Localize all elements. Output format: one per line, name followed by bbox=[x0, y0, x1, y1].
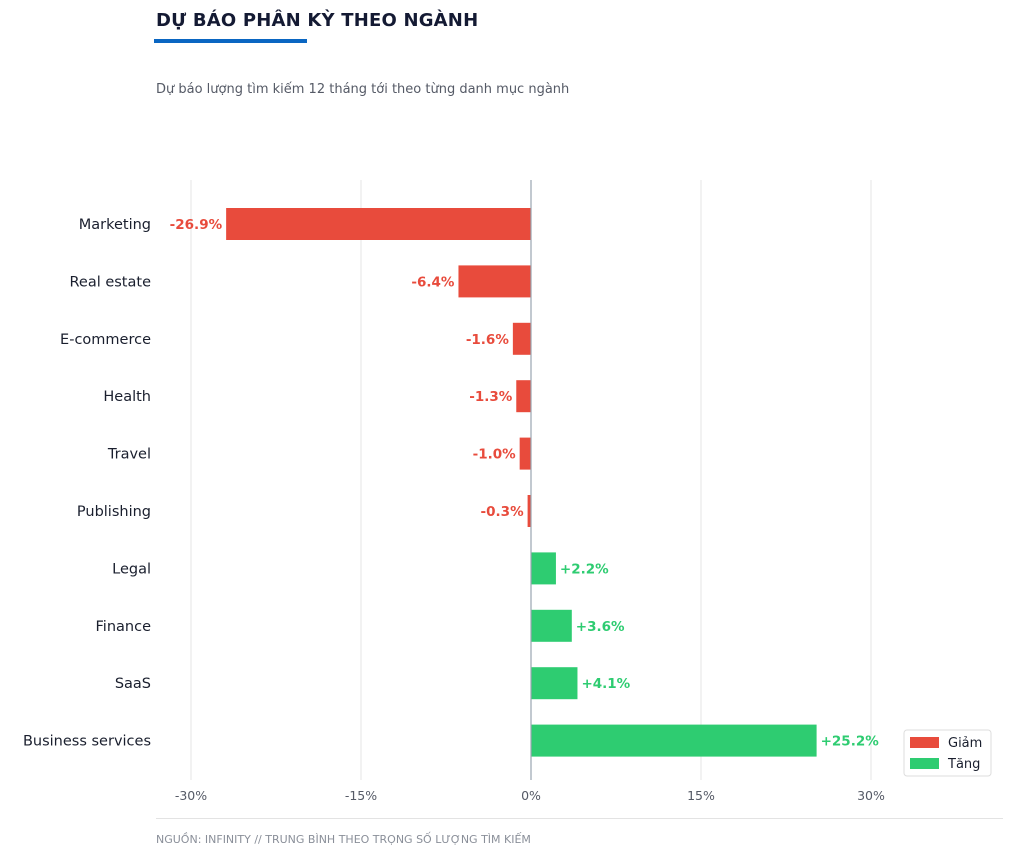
x-tick-label: 0% bbox=[521, 788, 541, 803]
footer-divider bbox=[156, 818, 1003, 819]
category-label: Travel bbox=[107, 447, 151, 463]
bar-publishing bbox=[527, 495, 531, 527]
category-label: SaaS bbox=[115, 676, 151, 692]
grid-lines bbox=[190, 180, 872, 780]
legend-swatch-t-ng bbox=[910, 758, 939, 769]
legend-swatch-gi-m bbox=[910, 737, 939, 748]
bar-business-services bbox=[531, 724, 817, 757]
category-label: Health bbox=[103, 389, 151, 405]
x-tick-label: -30% bbox=[175, 788, 207, 803]
category-label: Finance bbox=[96, 619, 152, 635]
x-tick-label: 30% bbox=[857, 788, 885, 803]
category-label: Legal bbox=[112, 561, 151, 577]
legend: Giảm Tăng bbox=[903, 729, 992, 777]
legend-label: Giảm bbox=[948, 736, 982, 751]
data-label: +3.6% bbox=[576, 619, 625, 635]
data-label: -6.4% bbox=[411, 274, 455, 290]
category-label: Real estate bbox=[69, 274, 151, 290]
title-underline bbox=[154, 39, 307, 43]
bar-real-estate bbox=[458, 265, 531, 298]
data-label: -1.6% bbox=[466, 332, 510, 348]
category-label: Business services bbox=[23, 734, 151, 750]
data-label: +25.2% bbox=[821, 734, 880, 750]
data-label: -26.9% bbox=[170, 217, 223, 233]
bar-finance bbox=[531, 609, 572, 642]
bar-legal bbox=[531, 552, 556, 585]
data-labels: -26.9% -6.4% -1.6% -1.3% -1.0% -0.3% +2.2% +3.6… bbox=[170, 217, 880, 750]
legend-label: Tăng bbox=[947, 757, 980, 772]
bars bbox=[226, 208, 817, 757]
bar-marketing bbox=[226, 208, 531, 240]
data-label: +4.1% bbox=[581, 676, 630, 692]
bar-travel bbox=[519, 437, 531, 470]
chart-subtitle: Dự báo lượng tìm kiếm 12 tháng tới theo … bbox=[156, 82, 570, 97]
x-tick-label: 15% bbox=[687, 788, 715, 803]
chart-title: DỰ BÁO PHÂN KỲ THEO NGÀNH bbox=[156, 10, 479, 31]
bar-saas bbox=[531, 667, 578, 700]
x-tick-label: -15% bbox=[345, 788, 377, 803]
category-label: Marketing bbox=[79, 217, 151, 233]
bar-health bbox=[516, 380, 531, 413]
source-note: NGUỒN: INFINITY // TRUNG BÌNH THEO TRỌNG… bbox=[156, 833, 531, 846]
x-tick-labels: -30% -15% 0% 15% 30% bbox=[175, 788, 885, 803]
bar-e-commerce bbox=[512, 322, 531, 355]
data-label: +2.2% bbox=[560, 561, 609, 577]
data-label: -0.3% bbox=[481, 504, 525, 520]
category-label: Publishing bbox=[77, 504, 151, 520]
data-label: -1.3% bbox=[469, 389, 513, 405]
data-label: -1.0% bbox=[473, 447, 517, 463]
category-labels: Marketing Real estate E-commerce Health Trav… bbox=[23, 217, 151, 750]
category-label: E-commerce bbox=[60, 332, 151, 348]
